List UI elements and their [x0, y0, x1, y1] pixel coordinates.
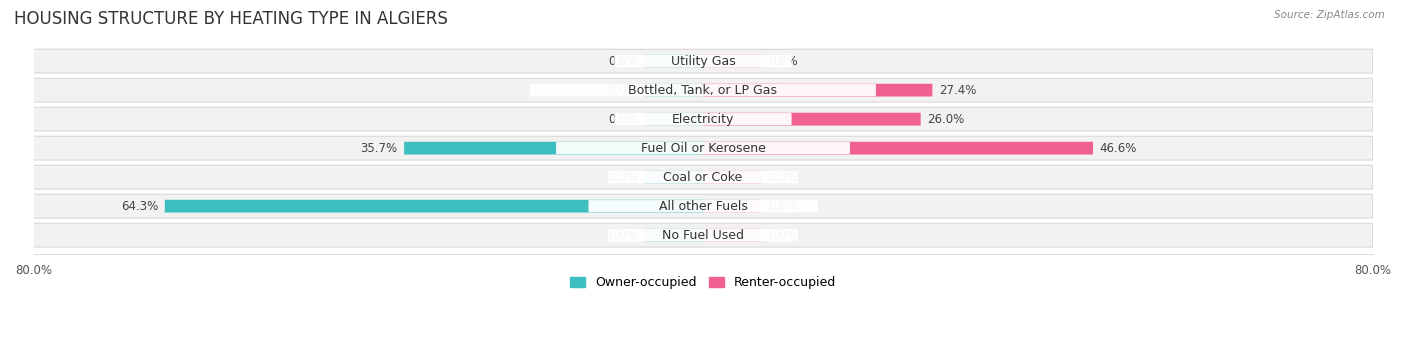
FancyBboxPatch shape [404, 142, 703, 154]
FancyBboxPatch shape [703, 200, 762, 212]
FancyBboxPatch shape [703, 142, 1092, 154]
Text: 35.7%: 35.7% [360, 142, 398, 155]
Legend: Owner-occupied, Renter-occupied: Owner-occupied, Renter-occupied [565, 271, 841, 294]
FancyBboxPatch shape [614, 113, 792, 125]
Text: 0.0%: 0.0% [609, 229, 638, 242]
FancyBboxPatch shape [607, 229, 799, 241]
Text: 0.0%: 0.0% [768, 170, 797, 184]
FancyBboxPatch shape [644, 113, 703, 125]
FancyBboxPatch shape [34, 78, 1372, 102]
Text: Utility Gas: Utility Gas [671, 55, 735, 68]
FancyBboxPatch shape [34, 136, 1372, 160]
Text: 0.0%: 0.0% [768, 55, 797, 68]
FancyBboxPatch shape [703, 113, 921, 125]
FancyBboxPatch shape [614, 55, 792, 67]
FancyBboxPatch shape [34, 223, 1372, 247]
Text: 46.6%: 46.6% [1099, 142, 1137, 155]
Text: Electricity: Electricity [672, 113, 734, 125]
Text: No Fuel Used: No Fuel Used [662, 229, 744, 242]
FancyBboxPatch shape [589, 200, 817, 212]
Text: 0.0%: 0.0% [768, 229, 797, 242]
FancyBboxPatch shape [644, 84, 703, 97]
FancyBboxPatch shape [555, 142, 851, 154]
Text: 27.4%: 27.4% [939, 84, 976, 97]
Text: 26.0%: 26.0% [928, 113, 965, 125]
Text: 0.0%: 0.0% [609, 55, 638, 68]
FancyBboxPatch shape [644, 171, 703, 183]
Text: Coal or Coke: Coal or Coke [664, 170, 742, 184]
Text: All other Fuels: All other Fuels [658, 200, 748, 213]
Text: 64.3%: 64.3% [121, 200, 159, 213]
Text: HOUSING STRUCTURE BY HEATING TYPE IN ALGIERS: HOUSING STRUCTURE BY HEATING TYPE IN ALG… [14, 10, 449, 28]
FancyBboxPatch shape [703, 171, 762, 183]
FancyBboxPatch shape [703, 55, 762, 68]
Text: Bottled, Tank, or LP Gas: Bottled, Tank, or LP Gas [628, 84, 778, 97]
FancyBboxPatch shape [34, 165, 1372, 189]
Text: 0.0%: 0.0% [609, 113, 638, 125]
FancyBboxPatch shape [644, 229, 703, 241]
Text: Source: ZipAtlas.com: Source: ZipAtlas.com [1274, 10, 1385, 20]
Text: Fuel Oil or Kerosene: Fuel Oil or Kerosene [641, 142, 765, 155]
Text: 0.0%: 0.0% [609, 170, 638, 184]
Text: 0.0%: 0.0% [768, 200, 797, 213]
FancyBboxPatch shape [34, 107, 1372, 131]
FancyBboxPatch shape [607, 171, 799, 183]
FancyBboxPatch shape [644, 55, 703, 68]
Text: 0.0%: 0.0% [609, 84, 638, 97]
FancyBboxPatch shape [703, 84, 932, 97]
FancyBboxPatch shape [34, 194, 1372, 218]
FancyBboxPatch shape [530, 84, 876, 96]
FancyBboxPatch shape [34, 49, 1372, 73]
FancyBboxPatch shape [703, 229, 762, 241]
FancyBboxPatch shape [165, 200, 703, 212]
